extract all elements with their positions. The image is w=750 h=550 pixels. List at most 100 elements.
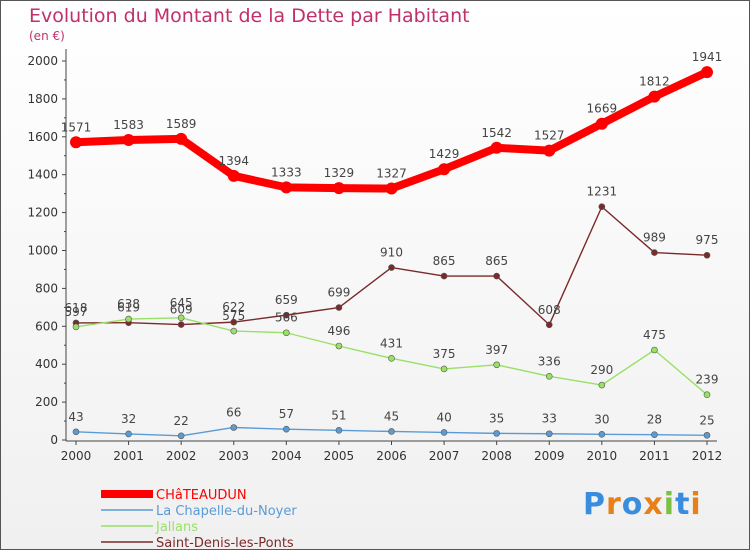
x-tick-label: 2003	[218, 449, 249, 463]
y-tick-label: 1000	[27, 244, 58, 258]
data-label: 659	[275, 293, 298, 307]
data-label: 33	[542, 412, 557, 426]
data-label: 699	[327, 286, 350, 300]
data-label: 375	[433, 347, 456, 361]
data-label: 609	[170, 303, 193, 317]
y-tick-label: 1200	[27, 206, 58, 220]
x-tick-label: 2005	[324, 449, 355, 463]
data-point	[125, 430, 132, 438]
data-label: 51	[331, 408, 346, 422]
x-tick-label: 2007	[429, 449, 460, 463]
legend-label: Jallans	[155, 520, 198, 535]
data-label: 57	[279, 407, 294, 421]
x-tick-label: 2010	[587, 449, 618, 463]
data-label: 575	[222, 309, 245, 323]
data-point	[595, 117, 608, 130]
data-label: 1571	[61, 120, 92, 134]
data-label: 32	[121, 412, 136, 426]
data-label: 336	[538, 354, 561, 368]
data-point	[651, 249, 658, 256]
data-label: 1329	[324, 166, 355, 180]
data-point	[440, 365, 448, 373]
data-point	[283, 311, 290, 319]
data-label: 239	[696, 373, 719, 387]
data-point	[440, 429, 448, 436]
data-label: 645	[170, 296, 193, 310]
data-point	[651, 431, 658, 438]
data-label: 975	[696, 233, 719, 247]
legend-label: CHâTEAUDUN	[156, 488, 247, 503]
proxiti-logo: Proxiti	[583, 487, 702, 522]
data-point	[175, 132, 188, 145]
y-tick-label: 1800	[27, 92, 58, 106]
data-point	[703, 251, 711, 259]
y-tick-label: 800	[35, 281, 58, 295]
data-point	[543, 144, 556, 157]
data-label: 865	[485, 254, 508, 268]
data-label: 910	[380, 246, 403, 260]
data-point	[283, 425, 290, 433]
data-point	[703, 391, 711, 399]
data-point	[388, 355, 395, 362]
data-label: 1669	[587, 102, 618, 116]
x-tick-label: 2011	[639, 449, 670, 463]
data-label: 1542	[481, 126, 512, 140]
data-point	[230, 424, 238, 431]
data-point	[70, 136, 82, 149]
y-tick-label: 400	[35, 357, 58, 371]
x-tick-label: 2008	[481, 449, 512, 463]
data-label: 45	[384, 409, 399, 423]
data-label: 496	[327, 324, 350, 338]
data-point	[72, 428, 80, 436]
data-label: 608	[538, 303, 561, 317]
data-point	[388, 428, 395, 435]
data-point	[703, 431, 711, 439]
y-tick-label: 600	[35, 319, 58, 333]
data-point	[701, 66, 713, 79]
data-label: 1394	[218, 154, 249, 168]
legend-label: Saint-Denis-les-Ponts	[156, 536, 294, 549]
data-label: 1429	[429, 147, 460, 161]
data-point	[177, 314, 185, 322]
data-point	[388, 264, 395, 271]
data-point	[72, 323, 80, 331]
data-point	[280, 181, 293, 194]
data-point	[283, 329, 290, 337]
data-point	[335, 342, 343, 350]
x-tick-label: 2004	[271, 449, 302, 463]
data-label: 865	[433, 254, 456, 268]
data-point	[335, 304, 343, 311]
x-tick-label: 2012	[692, 449, 723, 463]
chart-subtitle: (en €)	[29, 29, 65, 43]
y-tick-label: 0	[50, 433, 58, 447]
x-tick-label: 2002	[166, 449, 197, 463]
data-label: 618	[65, 301, 88, 315]
data-label: 1812	[639, 75, 670, 89]
data-label: 1327	[376, 167, 407, 181]
data-label: 431	[380, 336, 403, 350]
data-point	[227, 169, 240, 182]
data-label: 1583	[113, 118, 144, 132]
data-point	[493, 430, 500, 437]
data-point	[440, 272, 448, 280]
data-point	[125, 315, 132, 323]
x-tick-label: 2001	[113, 449, 144, 463]
data-point	[332, 182, 345, 195]
data-point	[438, 163, 451, 176]
y-tick-label: 1400	[27, 168, 58, 182]
data-point	[230, 327, 238, 335]
data-label: 290	[590, 363, 613, 377]
data-label: 28	[647, 413, 662, 427]
data-point	[177, 321, 185, 328]
data-label: 1231	[587, 185, 618, 199]
data-point	[598, 381, 606, 389]
data-point	[385, 182, 398, 195]
data-label: 30	[594, 412, 609, 426]
data-label: 597	[65, 305, 88, 319]
legend-label: La Chapelle-du-Noyer	[156, 504, 297, 519]
data-label: 622	[222, 300, 245, 314]
data-label: 1333	[271, 165, 302, 179]
data-label: 43	[68, 410, 83, 424]
data-point	[651, 346, 658, 354]
